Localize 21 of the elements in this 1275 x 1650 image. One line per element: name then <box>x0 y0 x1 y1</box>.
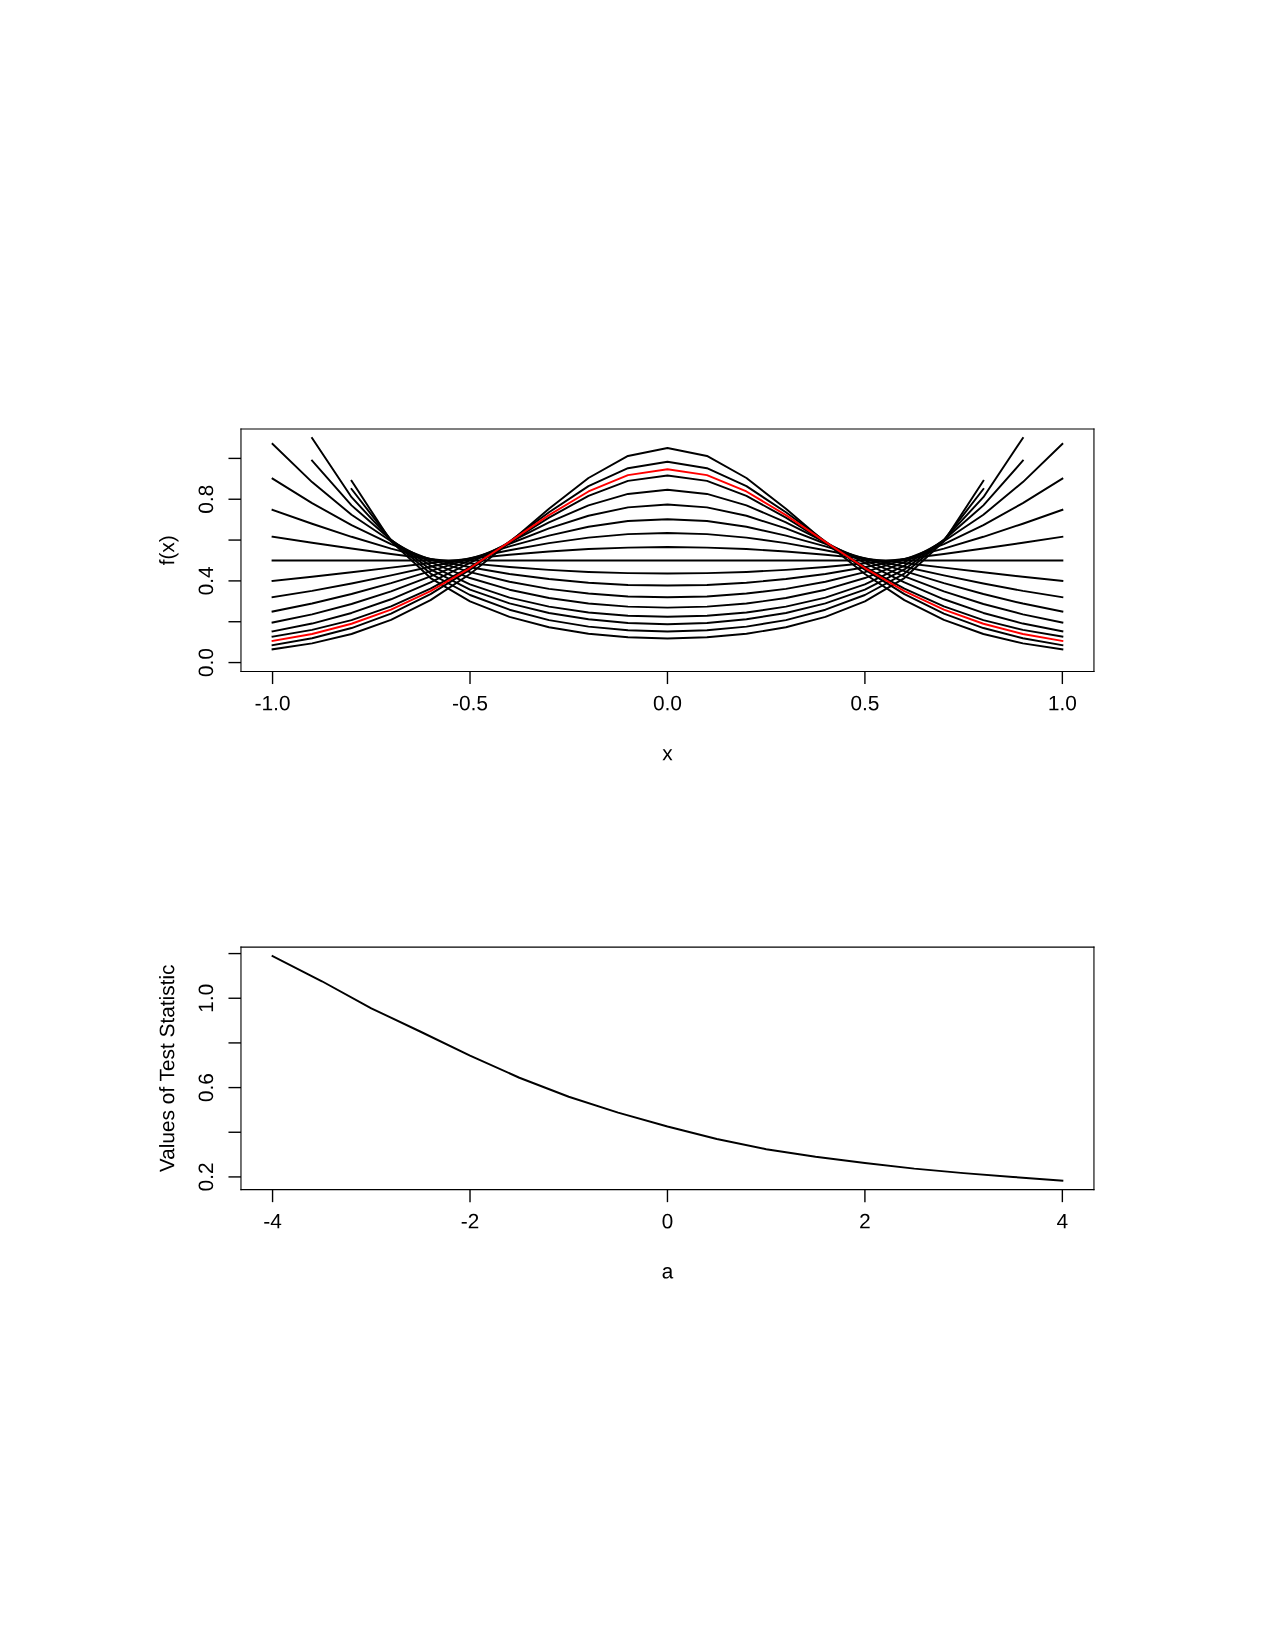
y-axis-title: Values of Test Statistic <box>159 965 175 1173</box>
x-axis-title: a <box>662 1267 674 1279</box>
line-series <box>271 955 1064 1182</box>
x-tick-label: -4 <box>264 1214 282 1229</box>
x-tick-label: 2 <box>860 1213 870 1229</box>
y-tick-label: 0.6 <box>198 1074 214 1102</box>
y-tick-label: 0.2 <box>198 1163 214 1191</box>
y-tick-label: 1.0 <box>198 984 214 1012</box>
x-tick-label: 0 <box>662 1213 673 1229</box>
y-tick-label: 0.4 <box>198 567 214 595</box>
x-axis-title: x <box>662 749 673 761</box>
x-tick-label: -0.5 <box>452 695 488 711</box>
x-tick-label: 0.5 <box>851 695 879 711</box>
y-tick-label: 0.8 <box>198 485 214 513</box>
x-tick-label: -1.0 <box>255 695 290 711</box>
x-tick-label: 1.0 <box>1049 695 1077 711</box>
y-axis-title: f(x) <box>159 536 179 566</box>
y-tick-label: 0.0 <box>198 648 214 677</box>
x-tick-label: -2 <box>461 1213 479 1229</box>
x-tick-label: 4 <box>1057 1214 1068 1229</box>
x-tick-label: 0.0 <box>653 695 682 711</box>
